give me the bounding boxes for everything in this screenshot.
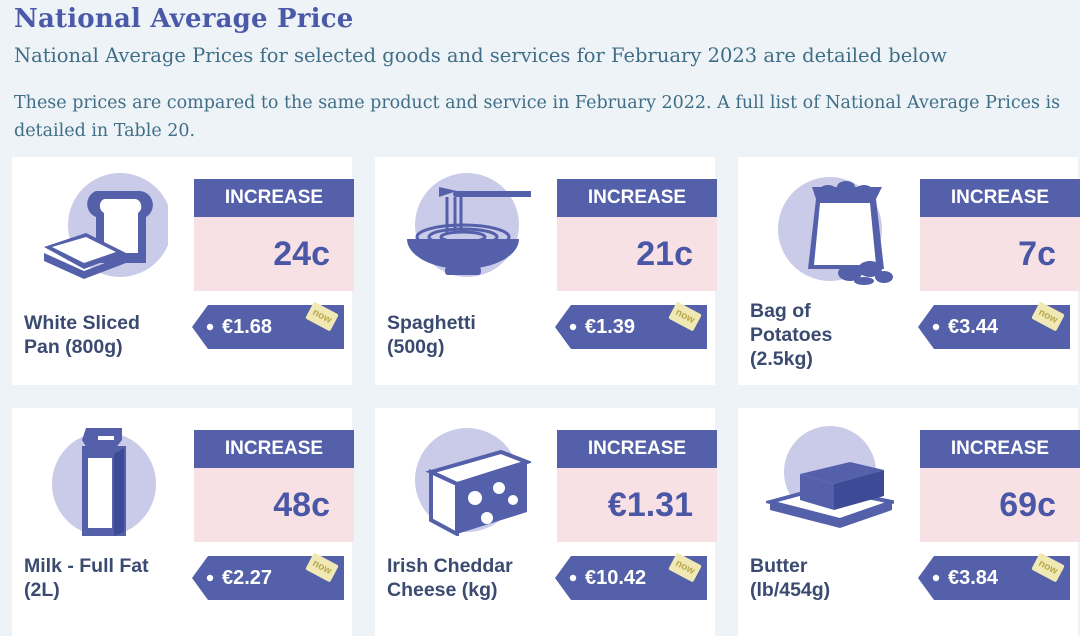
increase-label: INCREASE [194,430,354,468]
current-price: €2.27 [222,567,273,589]
product-name: Spaghetti (500g) [387,312,476,358]
price-card-butter: INCREASE 69c Butter (lb/454g) €3.84 now [738,408,1080,636]
spaghetti-icon [403,173,531,285]
product-name: Milk - Full Fat (2L) [24,555,149,601]
increase-label: INCREASE [557,430,717,468]
bread-icon [40,173,168,285]
increase-value: €1.31 [557,468,717,542]
increase-label: INCREASE [557,179,717,217]
price-tag: €10.42 now [555,552,707,600]
price-card-bag-of-potatoes: INCREASE 7c Bag of Potatoes (2.5kg) €3.4… [738,157,1080,385]
price-card-white-sliced-pan: INCREASE 24c White Sliced Pan (800g) €1.… [12,157,354,385]
increase-box: INCREASE 69c [920,430,1080,542]
price-tag: €1.39 now [555,301,707,349]
product-name: Bag of Potatoes (2.5kg) [750,300,833,370]
intro-text: These prices are compared to the same pr… [14,93,1061,141]
milk-carton-icon [40,424,168,536]
increase-box: INCREASE €1.31 [557,430,717,542]
current-price: €10.42 [585,567,647,589]
price-tag: €3.84 now [918,552,1070,600]
product-name: Irish Cheddar Cheese (kg) [387,555,513,601]
increase-value: 69c [920,468,1080,542]
increase-value: 48c [194,468,354,542]
increase-box: INCREASE 24c [194,179,354,291]
increase-box: INCREASE 21c [557,179,717,291]
product-name: White Sliced Pan (800g) [24,312,140,358]
increase-value: 7c [920,217,1080,291]
price-tag: €3.44 now [918,301,1070,349]
current-price: €3.44 [948,316,999,338]
increase-label: INCREASE [920,179,1080,217]
price-card-irish-cheddar-cheese: INCREASE €1.31 Irish Cheddar Cheese (kg)… [375,408,717,636]
page-subtitle: National Average Prices for selected goo… [14,44,947,67]
increase-label: INCREASE [920,430,1080,468]
page-title: National Average Price [14,4,354,34]
increase-box: INCREASE 7c [920,179,1080,291]
increase-box: INCREASE 48c [194,430,354,542]
price-card-spaghetti: INCREASE 21c Spaghetti (500g) €1.39 now [375,157,717,385]
increase-value: 21c [557,217,717,291]
current-price: €1.68 [222,316,273,338]
potatoes-icon [766,173,894,285]
increase-value: 24c [194,217,354,291]
product-name: Butter (lb/454g) [750,555,831,601]
cheese-icon [403,424,531,536]
butter-icon [766,424,894,536]
price-tag: €1.68 now [192,301,344,349]
current-price: €1.39 [585,316,636,338]
current-price: €3.84 [948,567,999,589]
price-card-milk-full-fat: INCREASE 48c Milk - Full Fat (2L) €2.27 … [12,408,354,636]
price-tag: €2.27 now [192,552,344,600]
increase-label: INCREASE [194,179,354,217]
